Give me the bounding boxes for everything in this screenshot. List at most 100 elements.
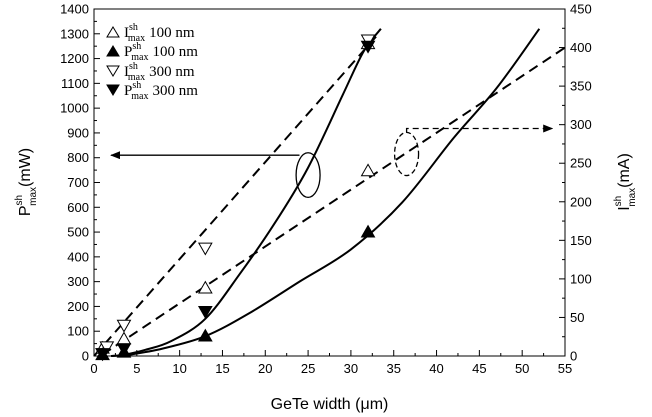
y-axis-left-title: Psh max(mW) [14,148,39,216]
annotations-layer [110,124,554,199]
y-right-sup: sh [613,196,624,207]
legend-marker-3 [106,65,120,77]
y-right-main: I [616,206,633,210]
curve-3 [93,35,378,357]
legend-tail-1: 100 nm [149,25,195,41]
y-left-sub: max [28,187,39,206]
legend-main-3: I [124,64,129,80]
y-left-unit: (mW) [17,148,34,187]
y-left-tick-label-2: 200 [67,299,89,314]
x-axis-title: GeTe width (μm) [271,396,389,413]
y-left-tick-label-5: 500 [67,225,89,240]
plot-frame [93,8,566,357]
legend-entry-1: Ish max 100 nm [106,22,195,44]
y-right-tick-label-5: 250 [570,156,592,171]
x-axis: 0 5 10 15 20 25 30 35 40 45 50 55 [90,350,572,376]
legend-entry-2: Psh max 100 nm [106,41,198,63]
y-right-tick-label-3: 150 [570,233,592,248]
y-left-main: P [17,205,34,216]
y-left-tick-label-6: 600 [67,200,89,215]
y-left-tick-label-4: 400 [67,249,89,264]
curve-2 [111,28,541,357]
legend-main-4: P [124,83,132,99]
marker-s4-p3 [197,306,213,319]
curve-1 [111,28,382,357]
x-tick-label-7: 35 [386,361,400,376]
y-axis-left: 0 100 200 300 400 500 600 700 800 900 1000 1100 1200… [60,2,100,364]
y-right-sub: max [627,188,638,207]
legend-sup-2: sh [132,41,141,52]
marker-s4-p4 [360,40,376,54]
y-right-tick-label-1: 50 [570,310,584,325]
legend-entry-4: Psh max 300 nm [106,80,198,102]
legend-marker-1 [106,26,120,38]
y-right-tick-label-6: 300 [570,117,592,132]
y-axis-right: 0 50 100 150 200 250 300 350 400 450 [559,2,592,364]
y-right-tick-label-4: 200 [570,194,592,209]
legend-tail-4: 300 nm [152,83,198,99]
markers-layer [95,34,376,362]
x-tick-label-2: 10 [172,361,186,376]
legend-sub-2: max [131,52,148,63]
x-tick-label-8: 40 [429,361,443,376]
y-right-tick-label-7: 350 [570,79,592,94]
legend-sub-1: max [128,33,145,44]
x-tick-label-5: 25 [301,361,315,376]
y-right-tick-label-0: 0 [570,349,577,364]
legend-sup-3: sh [129,61,138,72]
legend-marker-4 [106,84,120,96]
curves-layer [93,28,566,357]
legend-tail-2: 100 nm [152,44,198,60]
marker-s1-p3 [197,280,213,294]
x-tick-label-10: 50 [515,361,529,376]
annotation-ellipse-3 [393,131,420,177]
y-left-tick-label-8: 800 [67,150,89,165]
legend-sub-3: max [128,72,145,83]
legend-main-2: P [124,44,132,60]
x-tick-label-9: 45 [472,361,486,376]
legend-entry-3: Ish max 300 nm [106,61,195,83]
legend-main-1: I [124,25,129,41]
legend-sup-4: sh [132,80,141,91]
curve-4 [102,46,566,356]
marker-s1-p4 [360,163,376,177]
y-left-tick-label-3: 300 [67,274,89,289]
y-left-tick-label-1: 100 [67,324,89,339]
y-right-unit: (mA) [616,153,633,188]
y-left-tick-label-13: 1300 [60,26,89,41]
y-left-sup: sh [14,195,25,206]
annotation-ellipse-1 [295,152,321,199]
legend-sup-1: sh [129,22,138,33]
marker-s3-p3 [116,319,132,333]
legend-tail-3: 300 nm [149,64,195,80]
marker-s4-p1 [95,348,110,362]
y-left-tick-label-14: 1400 [60,2,89,17]
x-tick-label-11: 55 [558,361,572,376]
y-right-tick-label-8: 400 [570,40,592,55]
x-tick-label-3: 15 [215,361,229,376]
legend-marker-2 [106,45,120,57]
y-left-tick-label-11: 1100 [61,76,89,91]
y-right-tick-label-2: 100 [570,271,592,286]
marker-s1-p2 [116,331,132,345]
marker-s2-p4 [360,224,376,238]
marker-s3-p2 [99,341,115,355]
x-tick-label-4: 20 [258,361,272,376]
marker-s2-p3 [197,328,213,342]
marker-s4-p2 [116,343,132,357]
x-tick-label-0: 0 [90,361,97,376]
marker-s3-p4 [197,242,213,256]
y-right-tick-label-9: 450 [570,2,592,17]
marker-s3-p5 [360,34,376,48]
y-axis-right-title: Ish max(mA) [613,153,638,211]
y-left-tick-label-9: 900 [67,125,89,140]
annotation-arrow-4 [405,124,554,133]
legend: Ish max 100 nm Psh max 100 nm Ish max 300 nm P… [106,22,198,102]
x-tick-label-6: 30 [344,361,358,376]
